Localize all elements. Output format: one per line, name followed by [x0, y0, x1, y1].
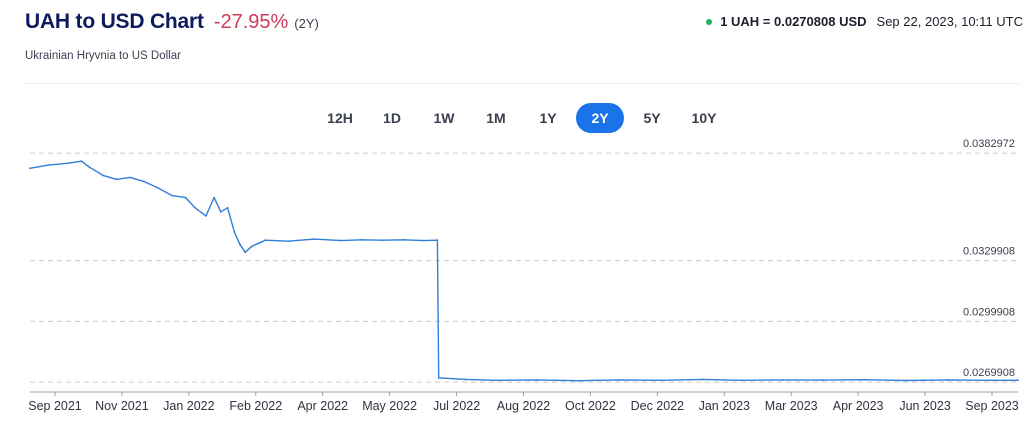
data-point	[739, 379, 742, 382]
x-tick-label: Aug 2022	[497, 399, 551, 413]
data-point	[219, 210, 222, 213]
x-tick-label: Apr 2022	[297, 399, 348, 413]
data-point	[226, 206, 229, 209]
data-point	[244, 251, 247, 254]
x-tick-label: May 2022	[362, 399, 417, 413]
data-point	[436, 239, 439, 242]
data-point	[264, 239, 267, 242]
x-tick-label: Oct 2022	[565, 399, 616, 413]
title-row: UAH to USD Chart -27.95% (2Y)	[25, 10, 1015, 34]
chart-header: UAH to USD Chart -27.95% (2Y) Ukrainian …	[25, 10, 1023, 70]
data-point	[156, 186, 159, 189]
x-tick-label: Dec 2022	[631, 399, 685, 413]
data-point	[213, 196, 215, 199]
range-button-10y[interactable]: 10Y	[691, 110, 717, 126]
data-point	[360, 238, 363, 241]
data-point	[80, 160, 83, 163]
data-point	[251, 245, 253, 248]
range-button-1d[interactable]: 1D	[383, 110, 401, 126]
page-title: UAH to USD Chart	[25, 10, 204, 33]
data-point	[340, 239, 343, 242]
data-point	[781, 378, 784, 381]
data-point	[205, 214, 207, 217]
data-point	[577, 379, 580, 382]
data-point	[617, 378, 620, 381]
data-point	[1017, 379, 1019, 382]
data-point	[238, 243, 241, 246]
data-point	[822, 379, 825, 381]
data-point	[402, 238, 405, 241]
rate-timestamp: Sep 22, 2023, 10:11 UTC	[876, 14, 1023, 29]
y-tick-label: 0.0329908	[963, 246, 1015, 258]
data-point	[66, 162, 69, 165]
x-tick-label: Jan 2023	[699, 399, 750, 413]
data-point	[46, 164, 49, 167]
data-point	[184, 196, 187, 199]
live-status-icon	[706, 18, 713, 25]
page-subtitle: Ukrainian Hryvnia to US Dollar	[25, 50, 181, 62]
data-point	[313, 238, 316, 241]
data-point	[946, 378, 949, 381]
live-rate: 1 UAH = 0.0270808 USD Sep 22, 2023, 10:1…	[706, 14, 1023, 29]
header-divider	[25, 83, 1020, 84]
rate-value: 1 UAH = 0.0270808 USD	[720, 14, 867, 29]
data-point	[88, 166, 91, 169]
data-point	[102, 174, 104, 177]
y-tick-label: 0.0269908	[963, 367, 1015, 379]
data-point	[129, 176, 132, 179]
data-point	[287, 240, 290, 243]
x-tick-label: Jan 2022	[163, 399, 214, 413]
data-point	[988, 379, 991, 382]
data-point	[29, 167, 31, 170]
range-button-1w[interactable]: 1W	[433, 110, 455, 126]
data-point	[659, 379, 662, 382]
data-point	[701, 378, 704, 381]
x-tick-label: Mar 2023	[765, 399, 818, 413]
range-button-12h[interactable]: 12H	[327, 110, 353, 126]
x-tick-label: Jul 2022	[433, 399, 480, 413]
period-label: (2Y)	[294, 16, 319, 31]
y-tick-label: 0.0382972	[963, 138, 1015, 150]
x-tick-label: Sep 2023	[965, 399, 1019, 413]
data-point	[422, 239, 425, 242]
x-tick-label: Apr 2023	[833, 399, 884, 413]
data-point	[535, 378, 538, 381]
data-point	[382, 239, 385, 242]
range-selector: 12H 1D 1W 1M 1Y 2Y 5Y 10Y	[314, 103, 730, 133]
data-point	[443, 377, 446, 380]
range-button-1y[interactable]: 1Y	[539, 110, 557, 126]
range-button-1m[interactable]: 1M	[486, 110, 506, 126]
data-point	[233, 231, 236, 233]
range-button-5y[interactable]: 5Y	[643, 110, 661, 126]
percent-change: -27.95%	[213, 11, 289, 33]
data-point	[142, 180, 145, 183]
data-point	[904, 379, 907, 382]
y-tick-label: 0.0299908	[963, 306, 1015, 318]
data-point	[494, 379, 497, 382]
x-tick-label: Nov 2021	[95, 399, 149, 413]
x-tick-label: Sep 2021	[28, 399, 82, 413]
data-point	[464, 378, 467, 381]
data-point	[115, 178, 118, 181]
data-point	[194, 206, 197, 209]
x-tick-label: Feb 2022	[229, 399, 282, 413]
data-point	[864, 378, 866, 381]
data-point	[437, 376, 440, 379]
series-line	[29, 160, 1018, 382]
data-point	[171, 194, 174, 197]
x-tick-label: Jun 2023	[899, 399, 950, 413]
range-button-2y[interactable]: 2Y	[576, 103, 624, 133]
